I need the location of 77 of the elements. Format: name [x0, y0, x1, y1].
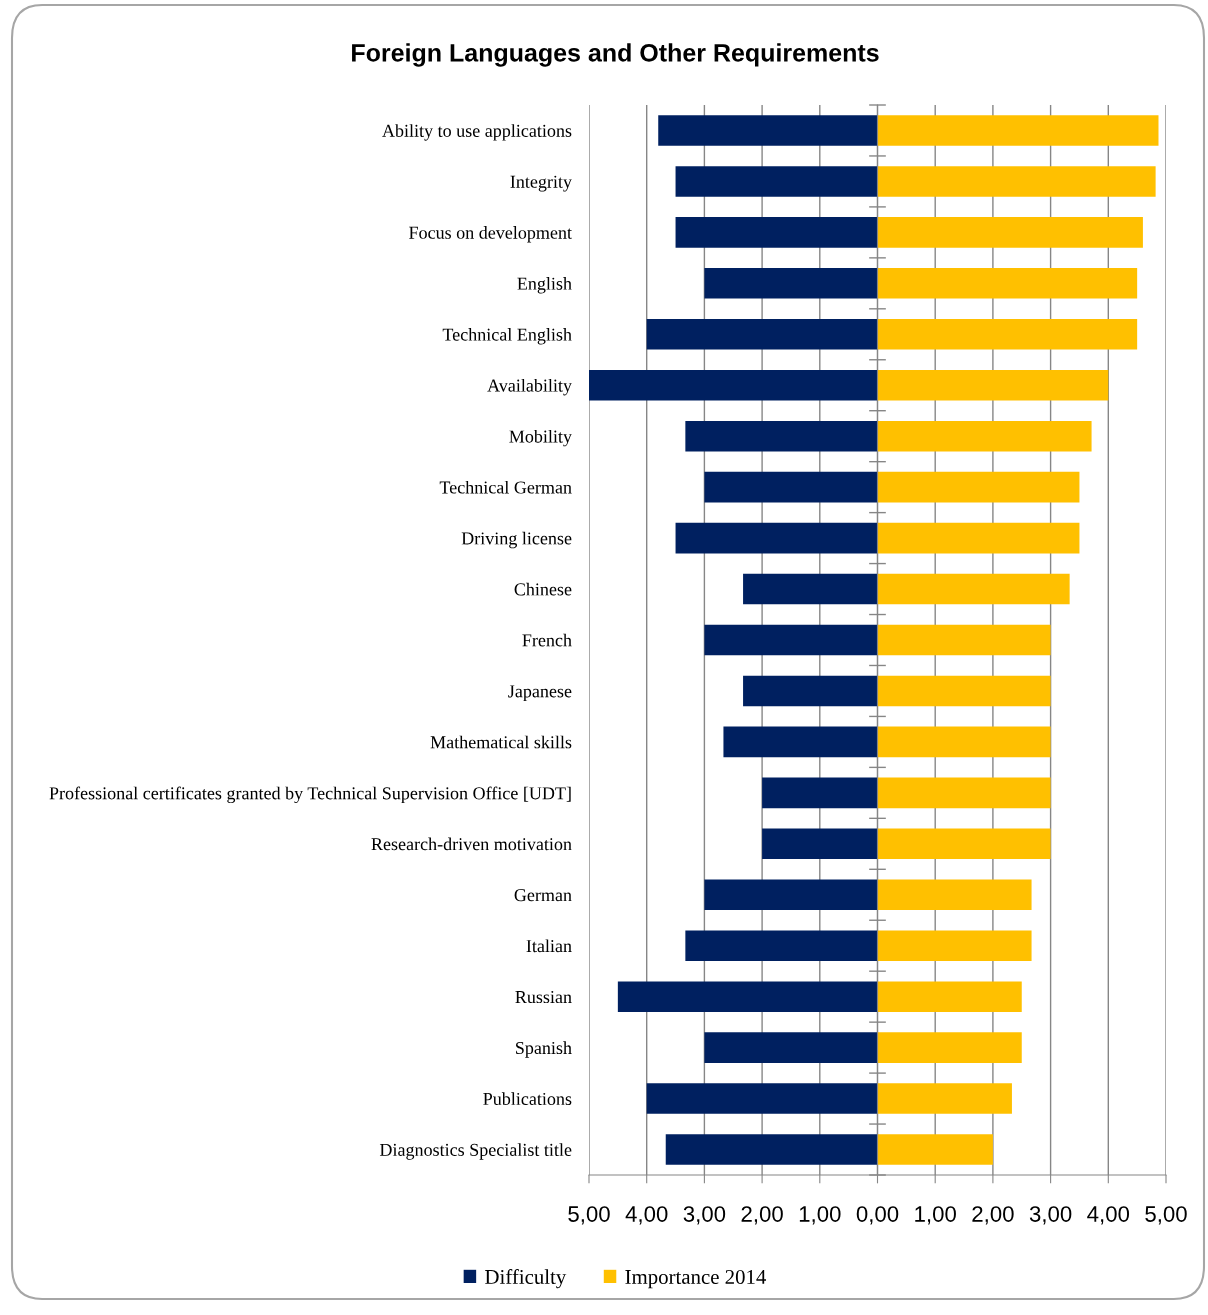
- y-tick-label: Russian: [515, 990, 572, 1004]
- y-tick-label: Integrity: [510, 175, 572, 192]
- bar: [877, 369, 1109, 401]
- legend-label: Importance 2014: [625, 1269, 767, 1289]
- bar: [877, 166, 1156, 197]
- bar: [743, 573, 878, 605]
- bar: [877, 879, 1032, 911]
- bar: [877, 217, 1143, 248]
- bar: [665, 1134, 878, 1165]
- bar: [685, 930, 878, 961]
- x-tick-label: 1,00: [799, 1206, 841, 1225]
- bar: [685, 420, 878, 452]
- y-tick-label: Research-driven motivation: [371, 837, 572, 851]
- x-tick-label: 3,00: [1029, 1206, 1072, 1225]
- bar: [704, 471, 878, 503]
- bar: [877, 930, 1032, 961]
- legend-label: Difficulty: [485, 1269, 567, 1289]
- bar: [877, 828, 1051, 860]
- bar: [877, 624, 1051, 656]
- x-tick-label: 5,00: [568, 1206, 610, 1225]
- bar: [877, 1134, 993, 1165]
- bar: [617, 981, 878, 1012]
- bar: [877, 471, 1080, 503]
- bar: [675, 166, 878, 197]
- y-tick-label: Focus on development: [409, 226, 572, 243]
- bar: [743, 675, 878, 707]
- chart-title: Foreign Languages and Other Requirements: [352, 43, 879, 67]
- bar: [877, 726, 1051, 758]
- bar: [704, 1032, 878, 1063]
- y-tick-label: Ability to use applications: [382, 124, 572, 141]
- bar: [704, 624, 878, 656]
- y-tick-label: Driving license: [461, 531, 572, 549]
- x-tick-label: 4,00: [625, 1206, 668, 1225]
- bar: [704, 879, 878, 911]
- bar: [877, 268, 1138, 299]
- x-tick-label: 4,00: [1087, 1206, 1130, 1225]
- y-tick-label: Professional certificates granted by Technical Supervision Office [UDT]: [49, 786, 571, 804]
- bar: [877, 777, 1051, 809]
- y-tick-label: Availability: [487, 378, 572, 396]
- bar: [762, 777, 878, 809]
- y-tick-label: Publications: [483, 1092, 572, 1106]
- bar: [877, 522, 1080, 554]
- y-tick-label: English: [517, 277, 572, 294]
- bar: [675, 522, 878, 554]
- bar: [675, 217, 878, 248]
- bar: [877, 573, 1070, 605]
- bar: [589, 369, 878, 401]
- x-tick-label: 2,00: [972, 1206, 1014, 1225]
- bar: [723, 726, 878, 758]
- bar: [877, 981, 1022, 1012]
- bar: [646, 319, 878, 350]
- bar: [877, 1032, 1022, 1063]
- y-tick-label: Japanese: [508, 685, 572, 702]
- bar: [704, 268, 878, 299]
- y-tick-label: Technical German: [439, 480, 572, 494]
- y-tick-label: Technical English: [442, 328, 572, 345]
- bar: [646, 1083, 878, 1114]
- x-tick-label: 0,00: [856, 1206, 899, 1225]
- x-tick-label: 2,00: [741, 1206, 783, 1225]
- bar: [762, 828, 878, 860]
- bar: [877, 675, 1051, 707]
- bar: [877, 1083, 1012, 1114]
- y-tick-label: Italian: [526, 939, 572, 953]
- x-tick-label: 5,00: [1145, 1206, 1187, 1225]
- y-tick-label: Spanish: [516, 1041, 572, 1058]
- y-tick-label: Chinese: [514, 582, 572, 596]
- x-tick-label: 1,00: [915, 1206, 956, 1225]
- bar: [877, 115, 1159, 146]
- y-tick-label: Diagnostics Specialist title: [379, 1143, 572, 1160]
- y-tick-label: French: [522, 633, 572, 647]
- y-tick-label: German: [514, 889, 572, 902]
- y-tick-label: Mathematical skills: [430, 735, 572, 749]
- bar: [658, 115, 878, 146]
- x-tick-label: 3,00: [683, 1206, 726, 1225]
- y-tick-label: Mobility: [509, 429, 572, 447]
- bar: [877, 420, 1092, 452]
- bar: [877, 319, 1138, 350]
